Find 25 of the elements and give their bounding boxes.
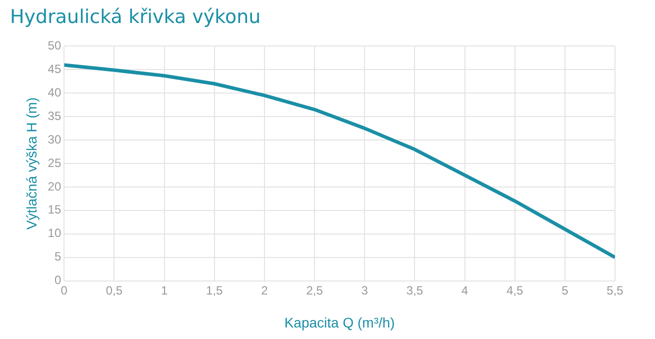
y-tick-label: 15 <box>48 202 62 217</box>
x-tick-label: 5 <box>562 283 569 298</box>
y-axis-title: Výtlačná výška H (m) <box>23 97 40 230</box>
x-tick-label: 0,5 <box>106 283 123 298</box>
x-tick-label: 1 <box>160 283 168 298</box>
y-tick-label: 40 <box>48 85 62 100</box>
x-tick-label: 2 <box>261 283 268 298</box>
y-tick-label: 30 <box>48 132 62 146</box>
y-tick-label: 25 <box>48 156 62 170</box>
chart-title: Hydraulická křivka výkonu <box>10 6 261 28</box>
x-tick-label: 4 <box>461 283 468 298</box>
x-tick-label: 5,5 <box>606 283 624 298</box>
y-tick-label: 5 <box>54 250 62 264</box>
x-tick-label: 1,5 <box>206 283 224 298</box>
y-tick-label: 20 <box>48 179 62 194</box>
y-tick-label: 45 <box>48 62 62 76</box>
y-tick-label: 35 <box>48 108 62 123</box>
y-tick-label: 10 <box>48 226 62 240</box>
x-tick-label: 3 <box>361 283 368 298</box>
x-tick-label: 3,5 <box>406 283 424 298</box>
x-axis-title: Kapacita Q (m³/h) <box>284 314 395 330</box>
x-tick-label: 4,5 <box>506 283 524 298</box>
x-tick-label: 2,5 <box>306 283 324 298</box>
y-tick-label: 50 <box>48 38 62 53</box>
y-tick-label: 0 <box>54 273 62 288</box>
